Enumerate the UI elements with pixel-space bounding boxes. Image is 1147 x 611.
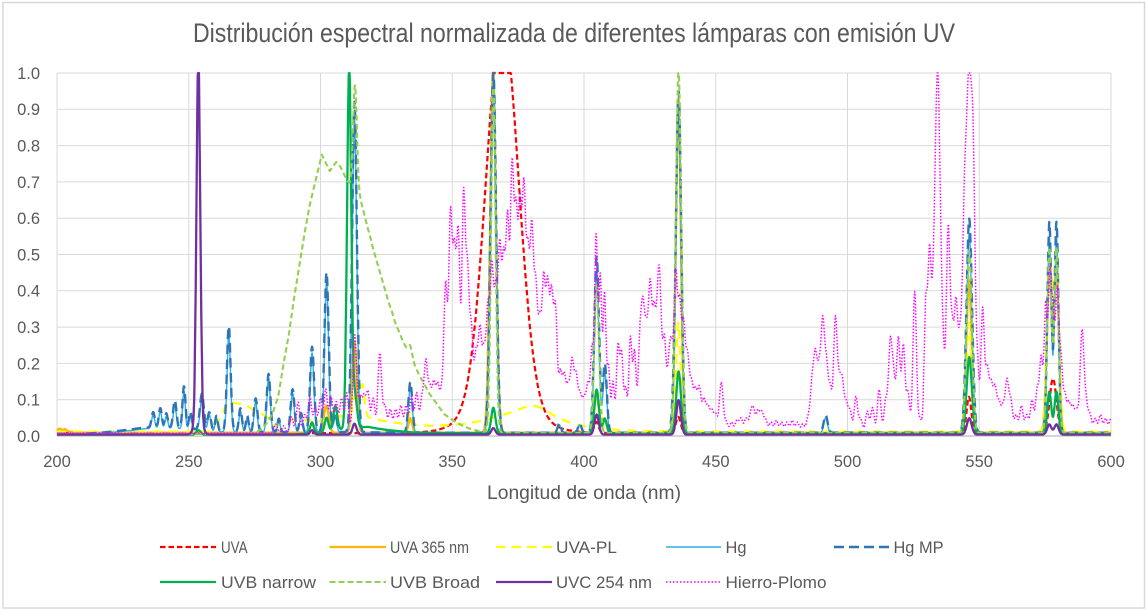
svg-text:Longitud de onda (nm): Longitud de onda (nm) <box>487 482 681 504</box>
svg-text:UVB narrow: UVB narrow <box>221 574 316 592</box>
svg-text:UVC 254 nm: UVC 254 nm <box>556 574 652 592</box>
svg-text:0.2: 0.2 <box>17 355 40 373</box>
svg-text:Hierro-Plomo: Hierro-Plomo <box>726 574 827 592</box>
svg-text:0.7: 0.7 <box>17 174 40 192</box>
svg-text:UVA-PL: UVA-PL <box>556 539 617 557</box>
svg-text:0.8: 0.8 <box>17 138 40 156</box>
svg-text:0.5: 0.5 <box>17 246 40 264</box>
svg-text:Hg MP: Hg MP <box>894 539 944 557</box>
svg-text:500: 500 <box>834 453 862 471</box>
svg-text:Distribución espectral normali: Distribución espectral normalizada de di… <box>193 18 955 48</box>
svg-text:UVB Broad: UVB Broad <box>390 574 480 592</box>
svg-text:450: 450 <box>702 453 730 471</box>
svg-text:1.0: 1.0 <box>17 65 40 83</box>
svg-text:350: 350 <box>438 453 466 471</box>
svg-text:0.6: 0.6 <box>17 210 40 228</box>
svg-text:0.1: 0.1 <box>17 392 40 410</box>
svg-text:0.4: 0.4 <box>17 283 40 301</box>
svg-text:Hg: Hg <box>726 539 747 557</box>
svg-text:UVA 365 nm: UVA 365 nm <box>390 539 469 557</box>
svg-text:300: 300 <box>307 453 335 471</box>
svg-text:200: 200 <box>43 453 71 471</box>
svg-text:0.9: 0.9 <box>17 101 40 119</box>
svg-text:UVA: UVA <box>221 539 248 557</box>
svg-text:0.0: 0.0 <box>17 428 40 446</box>
svg-text:250: 250 <box>175 453 203 471</box>
svg-text:400: 400 <box>570 453 598 471</box>
svg-text:0.3: 0.3 <box>17 319 40 337</box>
svg-text:550: 550 <box>965 453 993 471</box>
svg-text:600: 600 <box>1097 453 1125 471</box>
